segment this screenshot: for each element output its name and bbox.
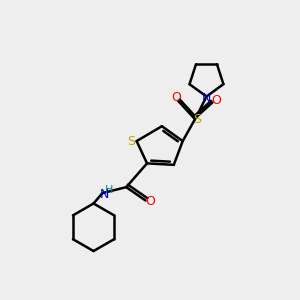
Text: H: H (105, 185, 113, 195)
Text: N: N (202, 92, 211, 105)
Text: O: O (171, 91, 181, 103)
Text: S: S (194, 113, 202, 126)
Text: N: N (100, 188, 109, 201)
Text: O: O (146, 195, 155, 208)
Text: O: O (211, 94, 221, 106)
Text: S: S (127, 135, 135, 148)
